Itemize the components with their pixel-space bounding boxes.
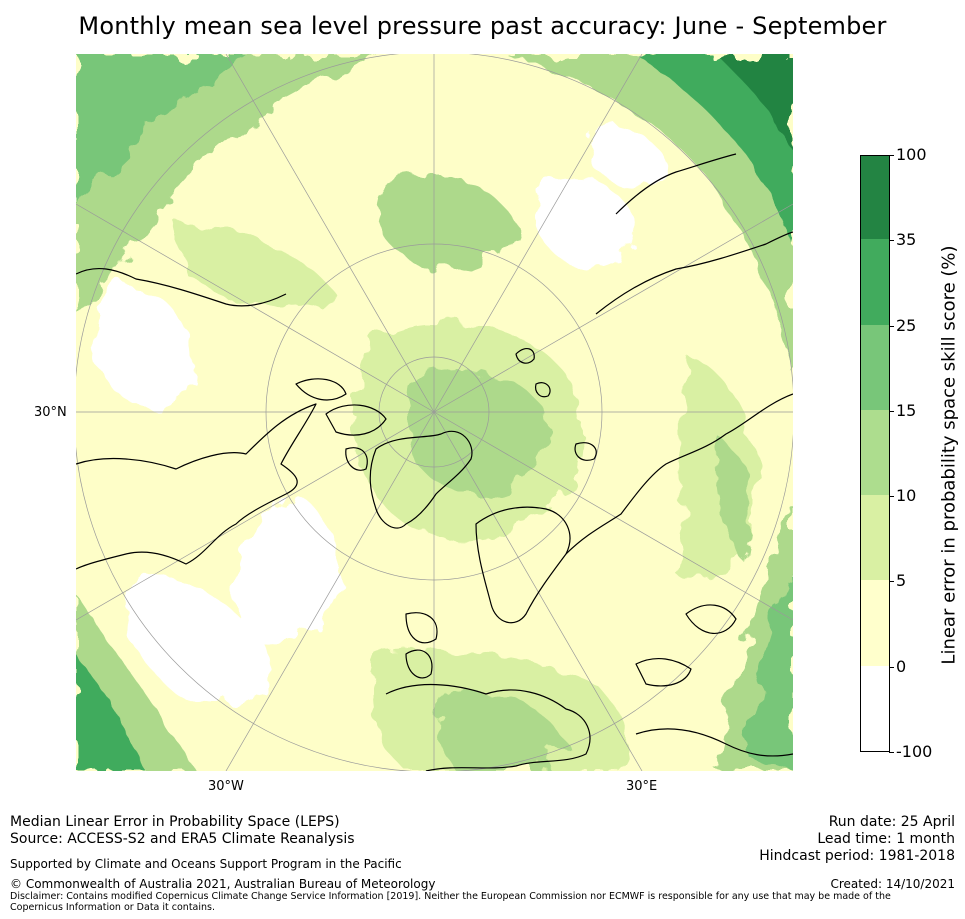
footer-run-date: Run date: 25 April — [828, 814, 955, 830]
coastline-alaska — [76, 268, 287, 307]
field-patch — [125, 574, 276, 704]
colorbar-segment — [861, 324, 889, 410]
coastline-novaya-zemlya — [574, 442, 597, 461]
polar-map — [76, 54, 793, 771]
colorbar-tick-label: 10 — [896, 486, 917, 506]
coastline-black-sea — [635, 657, 692, 687]
field-patch — [94, 284, 193, 409]
meridian — [433, 411, 793, 621]
colorbar — [860, 155, 890, 752]
colorbar-segment — [861, 238, 889, 325]
coastlines — [76, 153, 793, 771]
colorbar-tick-label: 0 — [896, 656, 907, 676]
coastline-british-isles — [405, 649, 433, 679]
field-patch — [76, 654, 146, 771]
footer-hindcast: Hindcast period: 1981-2018 — [759, 848, 955, 864]
field-patch — [76, 54, 246, 204]
lon-label-30e: 30°E — [626, 779, 658, 794]
colorbar-tick — [889, 240, 894, 242]
field-patch — [376, 176, 516, 272]
coastline-east-siberia — [595, 231, 793, 315]
colorbar-tick — [889, 325, 894, 327]
meridian — [433, 203, 793, 413]
field-patch — [534, 177, 636, 266]
field-patch — [716, 434, 752, 564]
skill-score-map — [76, 54, 793, 771]
chart-title: Monthly mean sea level pressure past acc… — [78, 12, 887, 40]
coastline-franz-josef — [535, 382, 551, 398]
footer-support: Supported by Climate and Oceans Support … — [10, 857, 402, 871]
lat-label-30n: 30°N — [34, 405, 67, 420]
colorbar-segment — [861, 156, 889, 240]
coastline-siberia — [565, 393, 793, 555]
footer-source: Source: ACCESS-S2 and ERA5 Climate Reana… — [10, 831, 355, 847]
colorbar-tick-label: -100 — [896, 742, 933, 761]
footer-copyright: © Commonwealth of Australia 2021, Austra… — [10, 877, 436, 891]
field-patch — [435, 691, 566, 771]
colorbar-segment — [861, 579, 889, 666]
field-patch — [176, 224, 336, 305]
colorbar-tick-label: 100 — [896, 145, 927, 164]
skill-field — [76, 54, 793, 771]
footer-lead-time: Lead time: 1 month — [817, 831, 955, 847]
colorbar-segment — [861, 409, 889, 496]
coastline-islands — [295, 378, 347, 401]
colorbar-tick — [889, 155, 894, 156]
footer-created: Created: 14/10/2021 — [830, 877, 955, 891]
coastline-north-america — [76, 403, 317, 570]
meridian — [76, 411, 435, 621]
colorbar-segment — [861, 494, 889, 581]
field-patch — [506, 54, 793, 374]
meridian — [433, 54, 643, 413]
coastline-iceland — [405, 612, 438, 644]
coastline-scandinavia — [475, 506, 571, 624]
field-patch — [636, 54, 793, 244]
meridian — [433, 411, 643, 771]
colorbar-tick-label: 35 — [896, 230, 917, 250]
colorbar-title: Linear error in probability space skill … — [938, 245, 960, 665]
colorbar-tick-label: 25 — [896, 315, 917, 335]
field-patch — [746, 574, 793, 771]
colorbar-tick — [889, 666, 894, 668]
footer-leps: Median Linear Error in Probability Space… — [10, 814, 340, 830]
coastline-svalbard — [515, 347, 535, 364]
field-patch — [716, 54, 793, 154]
meridian — [225, 54, 435, 413]
coastline-middle-east — [635, 728, 793, 757]
coastline-caspian — [685, 604, 737, 634]
colorbar-tick — [889, 581, 894, 583]
coastline-chukotka — [615, 153, 737, 215]
colorbar-tick — [889, 410, 894, 412]
coastline-islands — [345, 447, 368, 471]
field-patch — [234, 494, 341, 641]
colorbar-tick-label: 15 — [896, 400, 917, 420]
coastline-islands — [325, 404, 387, 436]
meridian — [225, 411, 435, 771]
field-patch — [586, 124, 666, 185]
coastline-greenland — [369, 430, 473, 529]
colorbar-tick — [889, 752, 894, 753]
meridian — [76, 203, 435, 413]
colorbar-segment — [861, 665, 889, 751]
footer-disclaimer: Disclaimer: Contains modified Copernicus… — [10, 891, 891, 913]
coastline-europe — [385, 683, 591, 771]
lon-label-30w: 30°W — [208, 779, 244, 794]
colorbar-tick-label: 5 — [896, 571, 907, 591]
colorbar-tick — [889, 496, 894, 498]
